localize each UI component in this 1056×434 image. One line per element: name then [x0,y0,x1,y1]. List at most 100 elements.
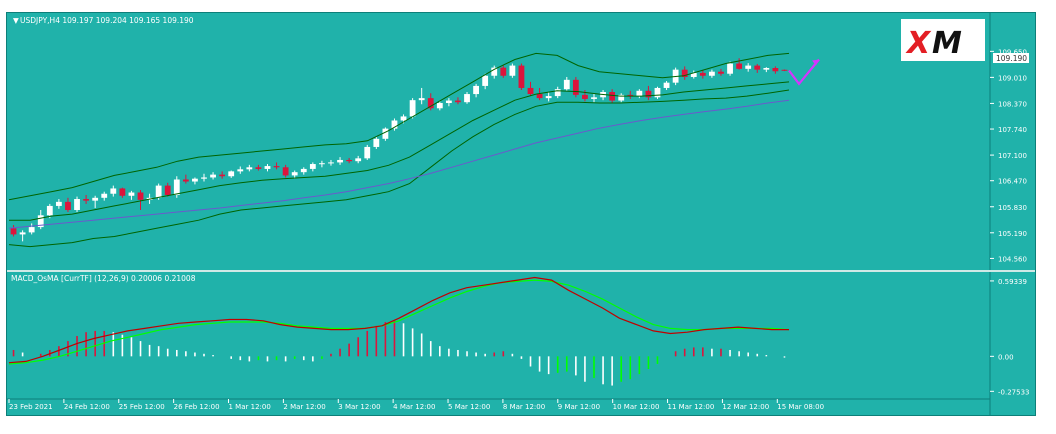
time-axis-label: 15 Mar 08:00 [777,403,824,411]
bull-candle [391,120,398,129]
bull-candle [727,63,733,74]
bear-candle [427,98,434,109]
time-axis-label: 25 Feb 12:00 [119,403,165,411]
time-axis-label: 24 Feb 12:00 [64,403,110,411]
chart-canvas: ▼ USDJPY,H4 109.197 109.204 109.165 109.… [7,13,1035,415]
bull-candle [210,174,216,178]
bear-candle [518,65,525,88]
bull-candle [110,188,117,194]
bear-candle [772,68,779,72]
bull-candle [237,169,244,172]
broker-logo: X M [901,19,985,61]
bull-candle [563,79,570,90]
bear-candle [736,63,743,69]
bear-candle [699,72,706,76]
time-axis-label: 1 Mar 12:00 [229,403,271,411]
price-axis-label: 106.470 [998,178,1027,186]
bull-candle [155,185,162,198]
bull-candle [545,96,552,99]
bull-candle [400,116,407,121]
bear-candle [627,94,634,97]
symbol-dropdown-icon[interactable]: ▼ [13,16,19,25]
bull-candle [618,94,625,101]
bull-candle [373,138,380,147]
bear-candle [572,79,579,95]
price-chart-title: USDJPY,H4 109.197 109.204 109.165 109.19… [20,16,194,25]
current-price-label-bg [993,53,1029,63]
price-axis-label: 107.740 [998,126,1027,134]
bull-candle [409,100,416,117]
signal-line [8,279,790,365]
bear-candle [346,159,353,162]
bear-candle [455,100,461,103]
bull-candle [309,164,316,169]
bear-candle [500,67,507,76]
bull-candle [473,85,479,95]
axis-labels: 109.650 109.010 108.370 107.740 107.100 106.4… [8,48,1029,411]
bear-candle [536,94,543,99]
time-axis-label: 5 Mar 12:00 [448,403,490,411]
bear-candle [754,65,761,70]
bear-candle [137,192,144,200]
bull-candle [591,97,597,99]
time-axis-label: 10 Mar 12:00 [613,403,660,411]
bull-candle [128,192,135,196]
bull-candle [319,163,325,165]
bollinger-lower-line [8,89,790,248]
trading-chart[interactable]: ▼ USDJPY,H4 109.197 109.204 109.165 109.… [6,12,1036,416]
bull-candle [291,172,298,176]
current-price-label: 109.190 [996,54,1027,63]
bull-candle [636,90,643,97]
bull-candle [709,71,715,76]
bull-candle [46,205,53,216]
bull-candle [745,65,752,69]
time-axis-label: 4 Mar 12:00 [393,403,435,411]
bull-candle [418,98,425,101]
macd-title: MACD_OsMA [CurrTF] (12,26,9) 0.20006 0.2… [11,274,196,283]
bull-candle [482,75,489,86]
logo-x-mark: X [905,26,932,61]
forecast-arrowhead [812,59,819,66]
forecast-path [788,58,820,86]
price-axis-label: 104.560 [998,255,1027,263]
bull-candle [300,168,307,173]
bear-candle [255,167,262,169]
bull-candle [445,100,452,104]
bull-candle [28,227,35,233]
bear-candle [273,166,280,168]
bollinger-upper-line [8,52,790,201]
bull-candle [491,67,498,76]
time-axis-label: 11 Mar 12:00 [668,403,715,411]
time-axis-label: 9 Mar 12:00 [558,403,600,411]
macd-axis-label: 0.59339 [998,278,1027,286]
price-axis-label: 105.830 [998,204,1027,212]
bear-candle [83,199,89,201]
price-axis-label: 107.100 [998,152,1027,160]
bear-candle [645,90,652,98]
bull-candle [690,72,697,77]
bull-candle [763,68,770,70]
bull-candle [382,128,389,139]
bear-candle [582,94,588,99]
bear-candle [781,69,788,71]
time-axis-label: 26 Feb 12:00 [174,403,220,411]
price-pane [8,52,820,248]
bollinger-middle-line [9,81,790,221]
price-axis-label: 105.190 [998,230,1027,238]
bear-candle [527,87,534,95]
bull-candle [654,87,661,98]
bear-candle [65,201,71,211]
bear-candle [164,185,171,195]
bear-candle [119,188,126,196]
macd-pane [8,276,790,386]
bull-candle [92,197,99,201]
bear-candle [282,167,289,176]
time-axis-label: 2 Mar 12:00 [283,403,325,411]
time-axis-label: 3 Mar 12:00 [338,403,380,411]
time-axis-label: 12 Mar 12:00 [722,403,769,411]
bull-candle [37,215,44,228]
bull-candle [19,232,26,235]
bull-candle [264,166,271,169]
bull-candle [74,199,80,211]
